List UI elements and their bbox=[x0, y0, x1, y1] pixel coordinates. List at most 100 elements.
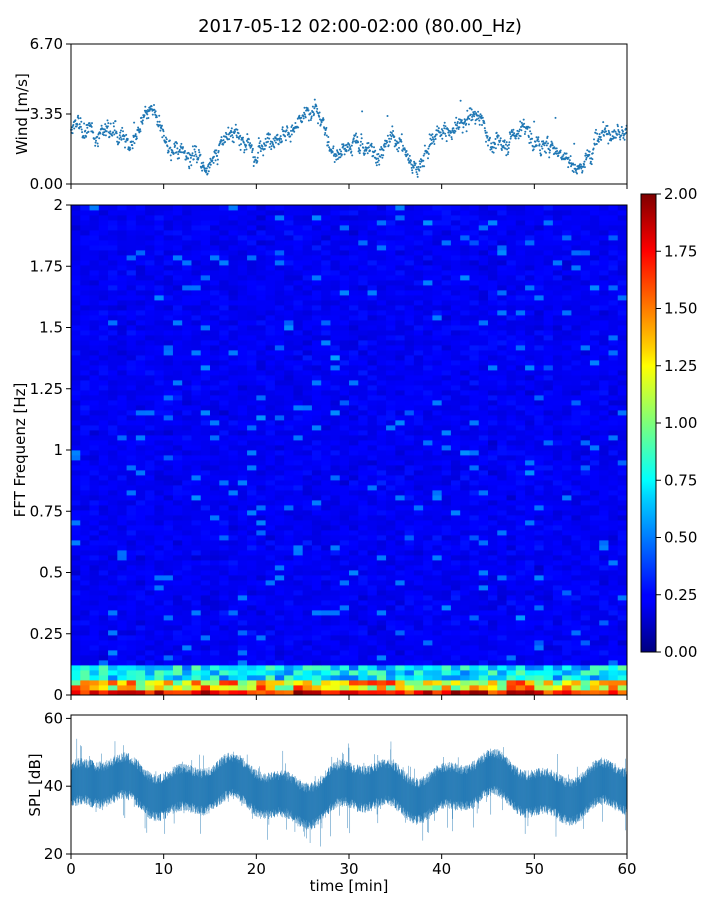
spectrogram-cell bbox=[469, 410, 480, 416]
spectrogram-cell bbox=[617, 520, 628, 526]
wind-point bbox=[146, 113, 149, 116]
wind-point bbox=[517, 132, 520, 135]
spectrogram-cell bbox=[534, 535, 544, 541]
spectrogram-cell bbox=[488, 565, 498, 571]
spectrogram-cell bbox=[469, 605, 480, 611]
spectrogram-cell bbox=[432, 515, 443, 521]
spectrogram-cell bbox=[284, 670, 294, 676]
wind-point bbox=[388, 137, 391, 140]
spectrogram-cell bbox=[599, 540, 609, 546]
wind-point bbox=[620, 134, 623, 137]
spectrogram-cell bbox=[339, 615, 350, 621]
spectrogram-cell bbox=[154, 610, 165, 616]
spectrogram-cell bbox=[339, 595, 350, 601]
spectrogram-cell bbox=[571, 565, 582, 571]
spectrogram-cell bbox=[506, 420, 517, 426]
wind-point bbox=[367, 142, 370, 144]
spectrogram-cell bbox=[256, 670, 266, 676]
wind-point bbox=[523, 122, 526, 125]
spectrogram-cell bbox=[311, 490, 322, 496]
wind-point bbox=[365, 148, 368, 151]
spectrogram-cell bbox=[376, 500, 387, 506]
spectrogram-cell bbox=[404, 505, 415, 511]
spectrogram-cell bbox=[80, 690, 90, 696]
spectrogram-cell bbox=[460, 575, 470, 581]
wind-point bbox=[76, 123, 79, 126]
spectrogram-cell bbox=[432, 505, 443, 511]
spectrogram-cell bbox=[339, 425, 350, 431]
spectrogram-cell bbox=[256, 530, 266, 536]
spectrogram-cell bbox=[293, 515, 304, 521]
spectrogram-cell bbox=[441, 455, 452, 461]
spectrogram-cell bbox=[210, 570, 220, 576]
wind-point bbox=[505, 154, 508, 157]
wind-point bbox=[536, 139, 539, 142]
spectrogram-cell bbox=[562, 460, 572, 466]
spectrogram-cell bbox=[562, 615, 572, 621]
spectrogram-cell bbox=[284, 480, 294, 486]
spectrogram-cell bbox=[247, 505, 257, 511]
spectrogram-cell bbox=[265, 510, 276, 516]
spectrogram-cell bbox=[460, 665, 470, 671]
spectrogram-cell bbox=[98, 635, 109, 641]
wind-point bbox=[582, 165, 585, 168]
spectrogram-cell bbox=[330, 510, 341, 516]
spectrogram-cell bbox=[367, 605, 378, 611]
wind-point bbox=[250, 144, 253, 147]
spectrogram-cell bbox=[191, 595, 202, 601]
spectrogram-cell bbox=[552, 455, 563, 461]
spectrogram-cell bbox=[349, 525, 359, 531]
spectrogram-cell bbox=[525, 480, 535, 486]
spectrogram-cell bbox=[172, 595, 183, 601]
spectrogram-cell bbox=[423, 650, 433, 656]
spectrogram-cell bbox=[274, 675, 285, 681]
spectrogram-cell bbox=[450, 425, 461, 431]
wind-point bbox=[573, 142, 576, 145]
spectrogram-cell bbox=[386, 545, 396, 551]
spectrogram-cell bbox=[210, 685, 220, 691]
spectrogram-cell bbox=[423, 425, 433, 431]
spectrogram-cell bbox=[237, 640, 248, 646]
spectrogram-cell bbox=[386, 585, 396, 591]
spectrogram-cell bbox=[543, 575, 554, 581]
spectrogram-cell bbox=[210, 605, 220, 611]
spectrogram-cell bbox=[488, 660, 498, 666]
wind-point bbox=[512, 128, 515, 131]
spectrogram-cell bbox=[311, 630, 322, 636]
spectrogram-cell bbox=[228, 635, 239, 641]
spectrogram-cell bbox=[117, 420, 127, 426]
wind-point bbox=[614, 130, 617, 133]
spectrogram-cell bbox=[163, 430, 174, 436]
spectrogram-cell bbox=[395, 530, 405, 536]
spectrogram-cell bbox=[219, 550, 229, 556]
spectrogram-cell bbox=[71, 395, 81, 401]
spectrogram-cell bbox=[506, 475, 517, 481]
spectrogram-cell bbox=[145, 630, 155, 636]
spectrogram-cell bbox=[589, 470, 600, 476]
spectrogram-cell bbox=[256, 465, 266, 471]
spectrogram-cell bbox=[432, 600, 443, 606]
spectrogram-cell bbox=[256, 495, 266, 501]
spectrogram-cell bbox=[395, 620, 405, 626]
spectrogram-cell bbox=[89, 570, 100, 576]
spectrogram-cell bbox=[145, 685, 155, 691]
wind-point bbox=[459, 118, 462, 121]
spectrogram-cell bbox=[98, 455, 109, 461]
spectrogram-cell bbox=[182, 460, 192, 466]
spectrogram-cell bbox=[219, 660, 229, 666]
spectrogram-cell bbox=[506, 410, 517, 416]
spectrogram-cell bbox=[460, 515, 470, 521]
spectrogram-cell bbox=[200, 635, 211, 641]
wind-point bbox=[527, 125, 530, 128]
spectrogram-cell bbox=[423, 615, 433, 621]
spectrogram-cell bbox=[543, 525, 554, 531]
spectrogram-cell bbox=[506, 440, 517, 446]
spectrogram-cell bbox=[525, 505, 535, 511]
spectrogram-cell bbox=[580, 410, 591, 416]
wind-point bbox=[330, 148, 333, 151]
wind-point bbox=[103, 134, 105, 137]
spectrogram-cell bbox=[274, 605, 285, 611]
wind-point bbox=[214, 159, 217, 162]
wind-point bbox=[379, 155, 382, 158]
spectrogram-cell bbox=[450, 560, 461, 566]
